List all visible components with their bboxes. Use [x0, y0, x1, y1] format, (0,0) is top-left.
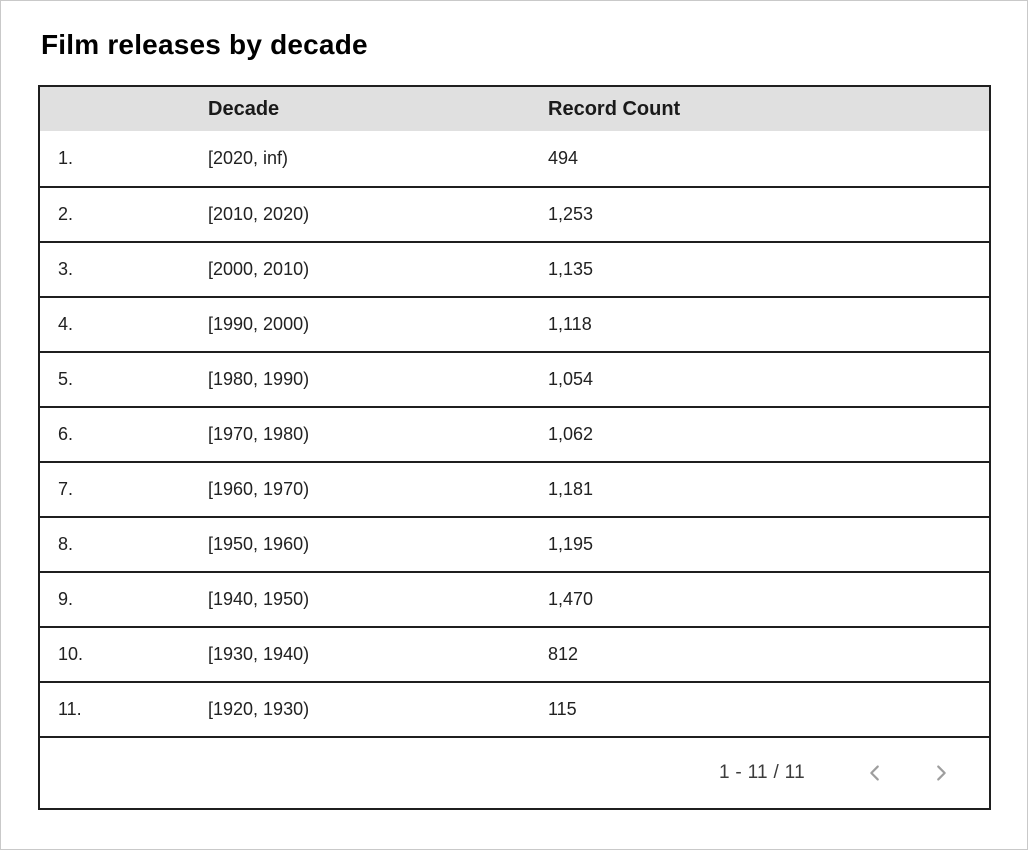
table-row: 6. [1970, 1980) 1,062 [40, 406, 989, 461]
cell-record-count: 1,195 [548, 534, 594, 554]
pagination-next-button[interactable] [921, 753, 961, 793]
table-footer: 1 - 11 / 11 [40, 736, 989, 808]
row-index: 1. [58, 148, 74, 168]
row-index: 8. [58, 534, 74, 554]
cell-decade: [1940, 1950) [208, 589, 310, 609]
cell-decade: [1920, 1930) [208, 699, 310, 719]
cell-decade: [2020, inf) [208, 148, 289, 168]
cell-decade: [2010, 2020) [208, 204, 310, 224]
cell-decade: [1990, 2000) [208, 314, 310, 334]
table-row: 3. [2000, 2010) 1,135 [40, 241, 989, 296]
column-header-decade[interactable]: Decade [208, 97, 280, 120]
page-title: Film releases by decade [41, 29, 368, 60]
row-index: 3. [58, 259, 74, 279]
cell-decade: [2000, 2010) [208, 259, 310, 279]
cell-decade: [1950, 1960) [208, 534, 310, 554]
table-row: 1. [2020, inf) 494 [40, 131, 989, 186]
row-index: 4. [58, 314, 74, 334]
cell-record-count: 1,135 [548, 259, 594, 279]
cell-decade: [1980, 1990) [208, 369, 310, 389]
chevron-right-icon [930, 762, 952, 784]
cell-record-count: 494 [548, 148, 579, 168]
table-row: 8. [1950, 1960) 1,195 [40, 516, 989, 571]
cell-record-count: 1,054 [548, 369, 594, 389]
data-table: Decade Record Count 1. [2020, inf) 494 2… [38, 85, 991, 810]
table-body: 1. [2020, inf) 494 2. [2010, 2020) 1,253… [40, 131, 989, 736]
table-row: 10. [1930, 1940) 812 [40, 626, 989, 681]
row-index: 9. [58, 589, 74, 609]
row-index: 7. [58, 479, 74, 499]
cell-record-count: 1,253 [548, 204, 594, 224]
table-row: 4. [1990, 2000) 1,118 [40, 296, 989, 351]
cell-decade: [1970, 1980) [208, 424, 310, 444]
cell-record-count: 812 [548, 644, 579, 664]
cell-decade: [1930, 1940) [208, 644, 310, 664]
cell-record-count: 1,470 [548, 589, 594, 609]
row-index: 5. [58, 369, 74, 389]
table-row: 11. [1920, 1930) 115 [40, 681, 989, 736]
row-index: 11. [58, 699, 82, 719]
table-row: 9. [1940, 1950) 1,470 [40, 571, 989, 626]
pagination-range: 1 - 11 / 11 [718, 762, 805, 783]
row-index: 2. [58, 204, 74, 224]
table-row: 7. [1960, 1970) 1,181 [40, 461, 989, 516]
cell-record-count: 1,062 [548, 424, 594, 444]
row-index: 6. [58, 424, 74, 444]
cell-record-count: 1,118 [548, 314, 592, 334]
table-row: 5. [1980, 1990) 1,054 [40, 351, 989, 406]
table-header-row: Decade Record Count [40, 87, 989, 131]
cell-record-count: 1,181 [548, 479, 594, 499]
cell-decade: [1960, 1970) [208, 479, 310, 499]
pagination-prev-button[interactable] [855, 753, 895, 793]
table-row: 2. [2010, 2020) 1,253 [40, 186, 989, 241]
column-header-record-count[interactable]: Record Count [548, 97, 681, 120]
row-index: 10. [58, 644, 84, 664]
chevron-left-icon [864, 762, 886, 784]
cell-record-count: 115 [548, 699, 577, 719]
